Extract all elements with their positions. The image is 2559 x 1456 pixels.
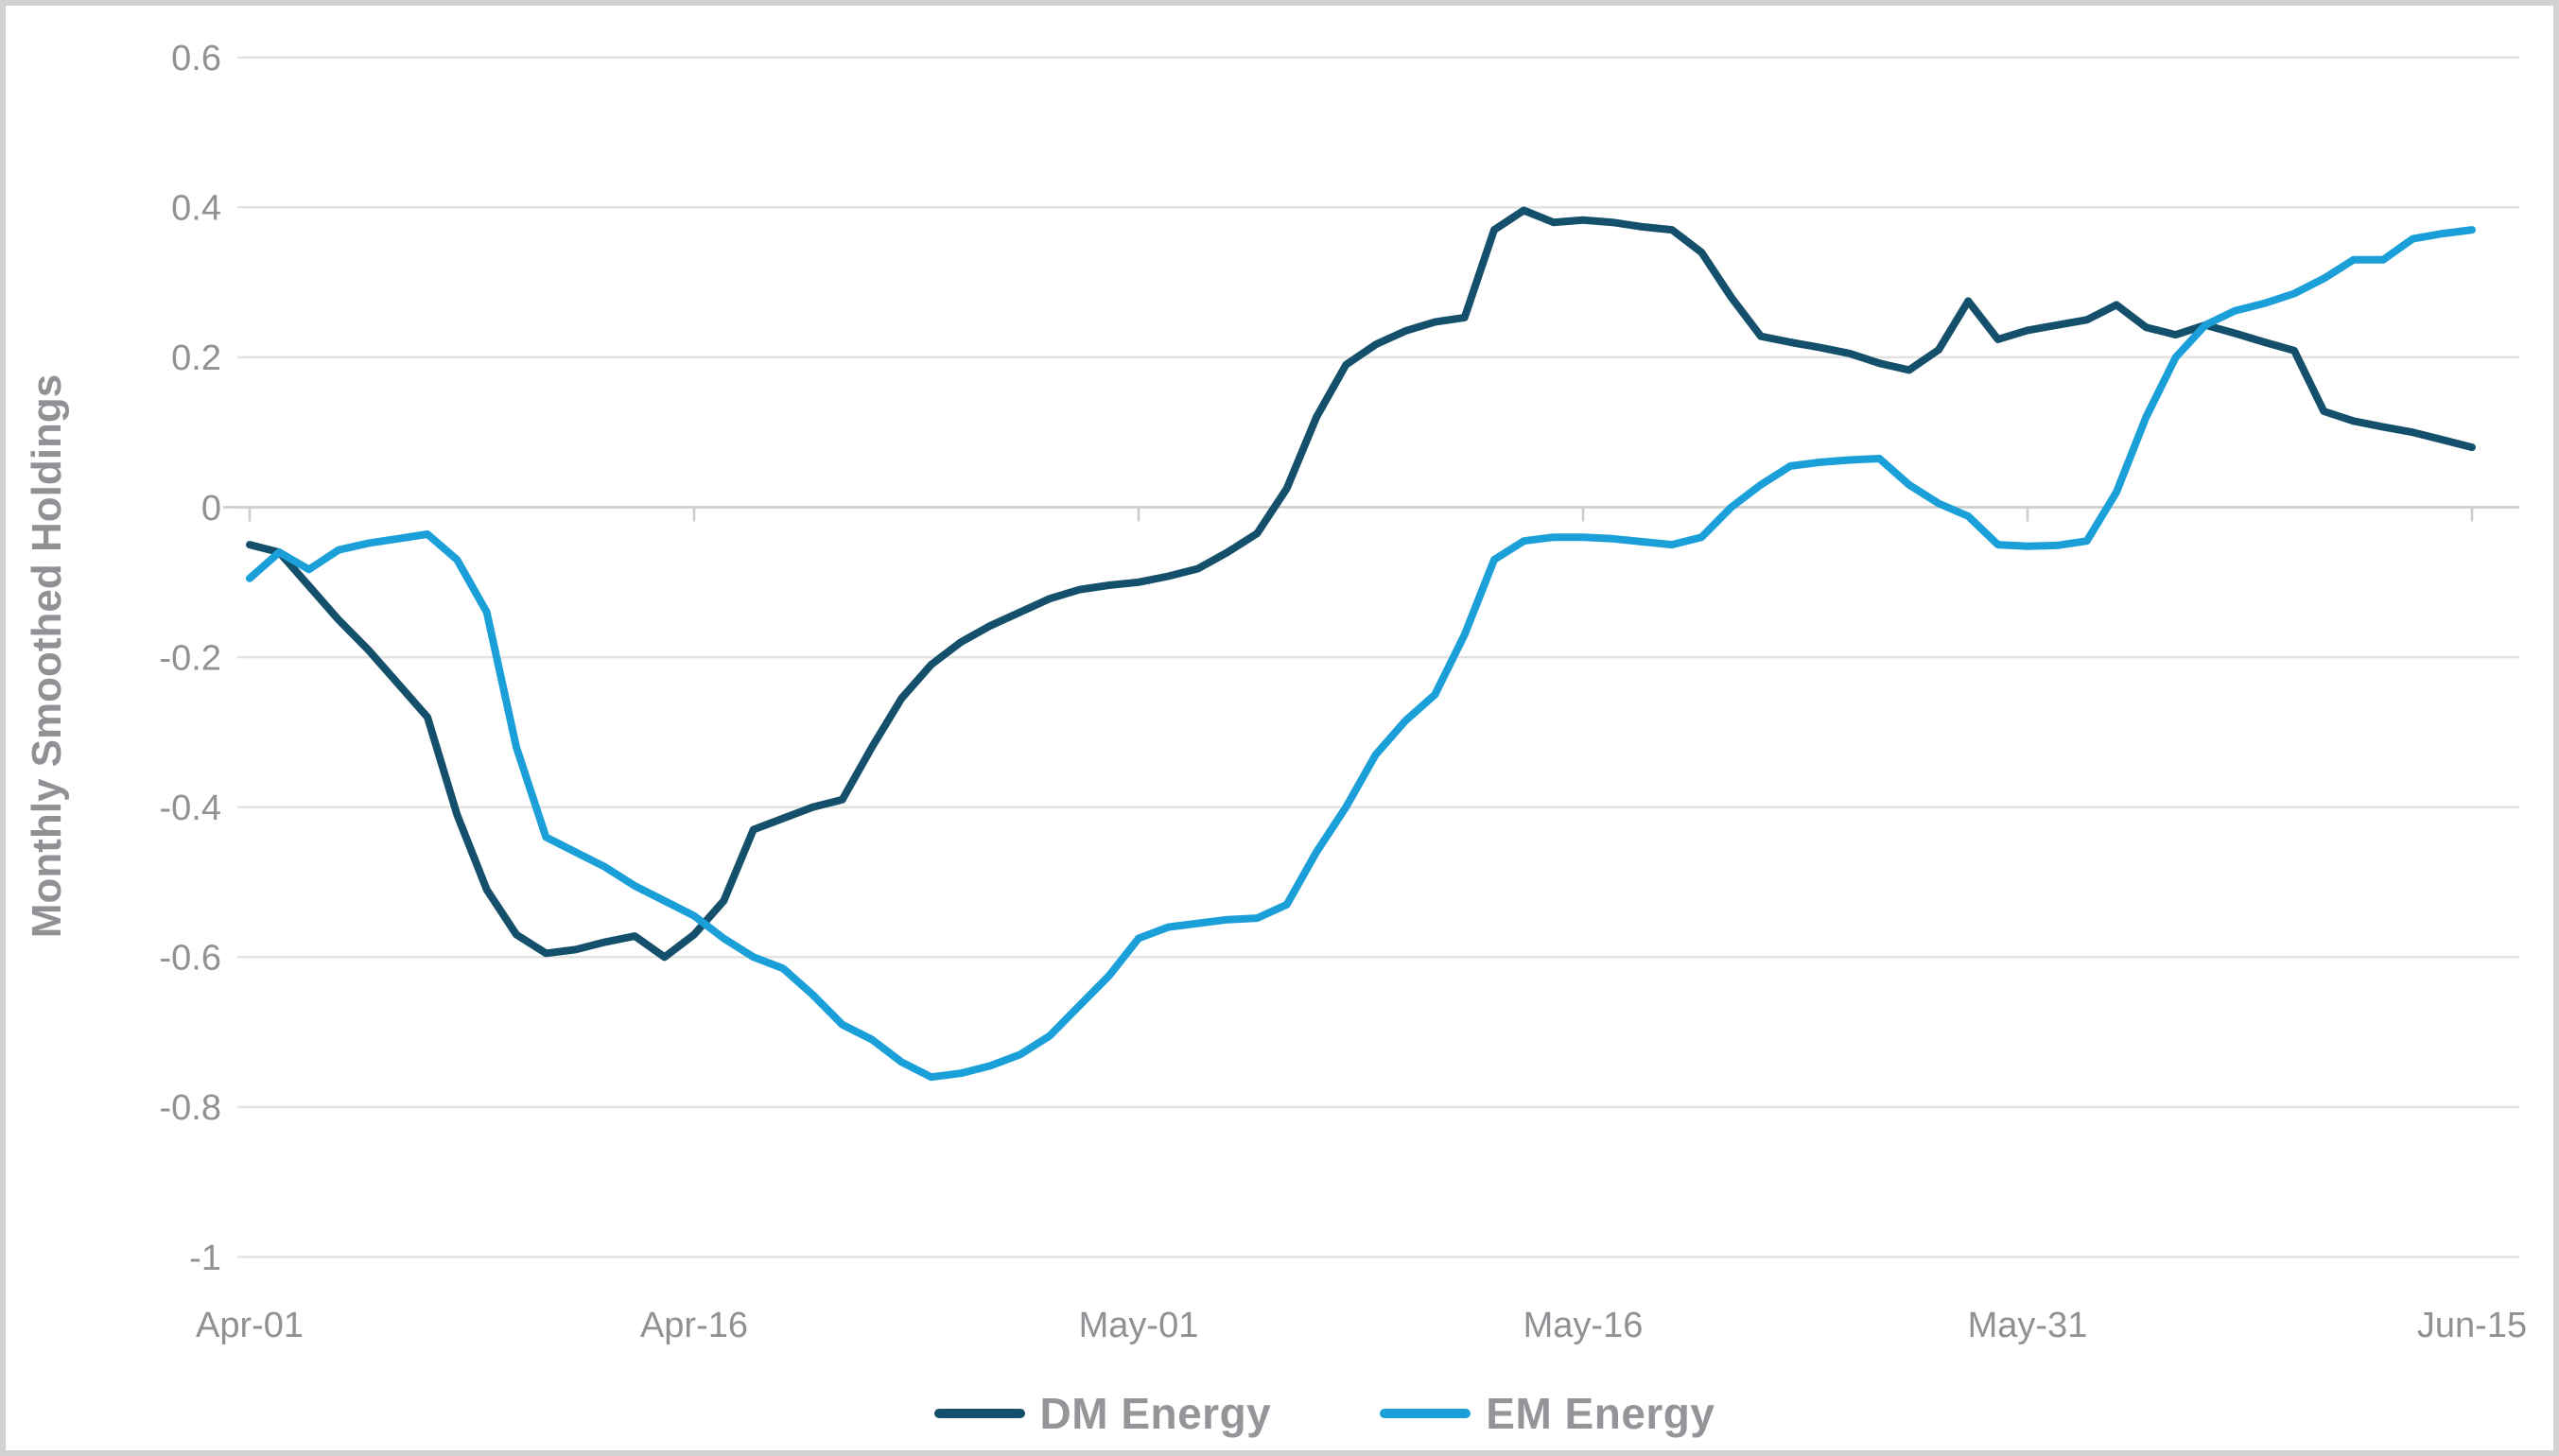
em-energy-line (246, 226, 2476, 1082)
axis-tick-marks (248, 507, 2474, 522)
x-tick-label-May-31: May-31 (1968, 1306, 2088, 1345)
em-energy-line-swatch (1380, 1409, 1471, 1418)
x-tick-label-May-16: May-16 (1523, 1306, 1644, 1345)
y-tick-label-0.6: 0.6 (171, 39, 221, 78)
x-tick-label-Jun-15: Jun-15 (2417, 1306, 2527, 1345)
y-tick-labels: 0.6 0.4 0.2 0 -0.2 -0.4 -0.6 -0.8 -1 (160, 39, 221, 1278)
dm-energy-line-swatch (933, 1409, 1025, 1418)
y-tick-label-0.4: 0.4 (171, 189, 221, 229)
y-tick-label--0.8: -0.8 (160, 1088, 221, 1128)
x-tick-label-Apr-16: Apr-16 (640, 1306, 748, 1345)
series-lines (246, 206, 2476, 1082)
legend: DM Energy EM Energy (6, 1388, 2553, 1439)
x-tick-labels: Apr-01 Apr-16 May-01 May-16 May-31 Jun-15 (196, 1306, 2527, 1345)
y-tick-label--0.6: -0.6 (160, 939, 221, 979)
x-tick-label-May-01: May-01 (1079, 1306, 1199, 1345)
gridlines (237, 56, 2519, 1258)
y-tick-label-0: 0 (201, 489, 221, 529)
y-axis-title: Monthly Smoothed Holdings (24, 374, 70, 938)
legend-label-em-energy: EM Energy (1486, 1389, 1715, 1438)
x-tick-label-Apr-01: Apr-01 (196, 1306, 304, 1345)
y-tick-label--0.2: -0.2 (160, 638, 221, 678)
legend-item-dm-energy[interactable]: DM Energy (933, 1388, 1272, 1439)
legend-item-em-energy[interactable]: EM Energy (1380, 1388, 1715, 1439)
dm-energy-line (246, 206, 2476, 962)
y-tick-label-0.2: 0.2 (171, 338, 221, 378)
legend-label-dm-energy: DM Energy (1039, 1389, 1272, 1438)
y-tick-label--0.4: -0.4 (160, 789, 221, 828)
holdings-line-chart: 0.6 0.4 0.2 0 -0.2 -0.4 -0.6 -0.8 -1 Apr-01 Apr-1… (24, 39, 2527, 1345)
y-tick-label--1: -1 (189, 1239, 221, 1278)
